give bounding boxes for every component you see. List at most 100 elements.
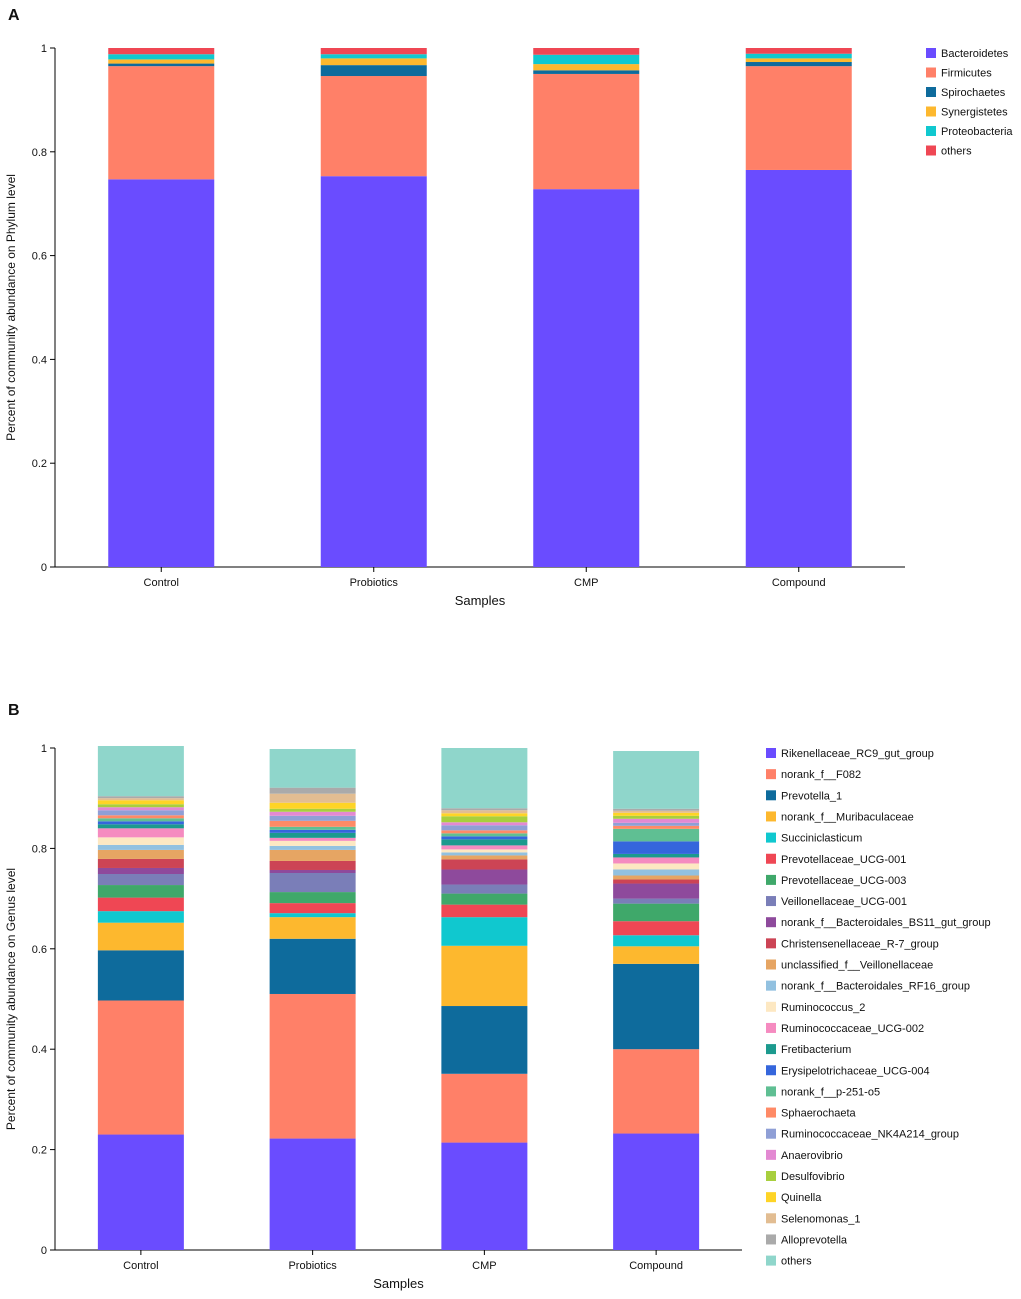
panel-a-bar-control-others [108,48,215,55]
panel-a-bar-compound-others [745,48,852,54]
panel-b-bar-compound-anaerovibrio [613,818,700,823]
panel-b-bar-cmp-veillonellaceae-ucg-001 [441,884,528,894]
panel-b-legend-label-anaerovibrio: Anaerovibrio [781,1150,843,1162]
panel-a-bar-control-firmicutes [108,66,215,180]
panel-b-legend-swatch-selenomonas-1 [766,1213,776,1224]
panel-b-legend-label-ruminococcaceae-nk4a214-group: Ruminococcaceae_NK4A214_group [781,1129,959,1141]
panel-b-bar-cmp-ruminococcaceae-nk4a214-group [441,825,528,831]
panel-b-bar-control-prevotellaceae-ucg-003 [97,885,184,898]
panel-b-bar-cmp-anaerovibrio [441,822,528,826]
panel-b-legend-label-norank-f-bacteroidales-bs11-gut-group: norank_f__Bacteroidales_BS11_gut_group [781,917,991,929]
panel-b-bar-control-anaerovibrio [97,807,184,811]
panel-b-bar-cmp-sphaerochaeta [441,830,528,834]
panel-a-y-tick-label: 0.2 [32,458,47,470]
panel-a-legend-label-others: others [941,146,972,158]
panel-a-legend-swatch-proteobacteria [926,126,936,136]
panel-a-bar-compound-proteobacteria [745,53,852,59]
panel-b-x-tick-label: CMP [472,1260,496,1272]
panel-b-y-tick-label: 0.8 [32,843,47,855]
panel-b-bar-cmp-succiniclasticum [441,917,528,946]
panel-b-bar-compound-quinella [613,812,700,816]
panel-b-legend-swatch-prevotella-1 [766,790,776,801]
panel-b-bar-cmp-norank-f-f082 [441,1073,528,1143]
panel-a-bar-probiotics-firmicutes [320,76,427,177]
panel-b-bar-compound-norank-f-f082 [613,1049,700,1134]
panel-b-bar-control-veillonellaceae-ucg-001 [97,874,184,886]
panel-b-bar-probiotics-alloprevotella [269,787,356,794]
panel-a-x-tick-label: Probiotics [350,577,399,589]
panel-b-bar-probiotics-fretibacterium [269,832,356,838]
panel-b-bar-probiotics-rikenellaceae-rc9-gut-group [269,1138,356,1250]
panel-b-bar-cmp-alloprevotella [441,808,528,811]
panel-b-legend-label-norank-f-bacteroidales-rf16-group: norank_f__Bacteroidales_RF16_group [781,981,970,993]
panel-b-bar-compound-norank-f-muribaculaceae [613,946,700,964]
panel-b-bar-probiotics-ruminococcaceae-ucg-002 [269,837,356,841]
panel-b-legend-swatch-norank-f-muribaculaceae [766,811,776,822]
panel-b-bar-cmp-erysipelotrichaceae-ucg-004 [441,836,528,840]
panel-b-bar-cmp-ruminococcus-2 [441,849,528,853]
panel-b-legend-label-christensenellaceae-r-7-group: Christensenellaceae_R-7_group [781,938,939,950]
panel-b-bar-control-selenomonas-1 [97,798,184,801]
panel-a-bar-cmp-synergistetes [533,64,640,71]
panel-b-bar-cmp-unclassified-f-veillonellaceae [441,855,528,860]
panel-b-bar-cmp-fretibacterium [441,839,528,846]
panel-b-bar-control-norank-f-muribaculaceae [97,922,184,951]
panel-b-bar-compound-veillonellaceae-ucg-001 [613,898,700,904]
panel-a-legend-swatch-synergistetes [926,106,936,117]
panel-b-bar-control-rikenellaceae-rc9-gut-group [97,1134,184,1250]
panel-b-legend-label-rikenellaceae-rc9-gut-group: Rikenellaceae_RC9_gut_group [781,748,934,760]
panel-b-legend-label-ruminococcus-2: Ruminococcus_2 [781,1002,865,1014]
panel-a-bar-cmp-spirochaetes [533,70,640,74]
panel-b-bar-compound-ruminococcaceae-ucg-002 [613,857,700,864]
panel-a-x-tick-label: Compound [772,577,826,589]
panel-b-bar-compound-succiniclasticum [613,935,700,947]
panel-b-bar-probiotics-norank-f-muribaculaceae [269,917,356,939]
panel-b-legend-label-norank-f-f082: norank_f__F082 [781,769,861,781]
genus-chart: 0 0.2 0.4 0.6 0.8 1 Control Probiotics CMP Compou… [4,743,991,1291]
panel-b-legend-swatch-sphaerochaeta [766,1107,776,1118]
panel-b-x-tick-label: Probiotics [288,1260,337,1272]
panel-b-bar-compound-norank-f-bacteroidales-bs11-gut-group [613,883,700,899]
panel-b-bar-control-norank-f-bacteroidales-bs11-gut-group [97,867,184,875]
panel-b-legend-swatch-prevotellaceae-ucg-003 [766,874,776,885]
panel-b-label: B [8,702,20,719]
panel-a-x-tick-label: Control [144,577,179,589]
panel-b-bar-cmp-prevotellaceae-ucg-001 [441,904,528,918]
panel-a-legend-label-proteobacteria: Proteobacteria [941,126,1013,138]
panel-a-bar-control-proteobacteria [108,54,215,60]
panel-b-y-tick-label: 1 [41,743,47,755]
panel-b-bar-compound-others [613,751,700,809]
panel-b-bar-probiotics-erysipelotrichaceae-ucg-004 [269,829,356,833]
panel-a-y-tick-label: 0.4 [32,354,47,366]
panel-b-bar-compound-christensenellaceae-r-7-group [613,879,700,884]
panel-b-bar-compound-desulfovibrio [613,815,700,819]
panel-b-bar-compound-alloprevotella [613,808,700,811]
panel-a-bar-probiotics-proteobacteria [320,54,427,59]
panel-b-legend-swatch-alloprevotella [766,1234,776,1245]
panel-b-x-tick-label: Control [123,1260,158,1272]
panel-b-legend-swatch-veillonellaceae-ucg-001 [766,896,776,907]
panel-b-bar-control-norank-f-p-251-o5 [97,818,184,822]
panel-b-legend-swatch-unclassified-f-veillonellaceae [766,959,776,970]
panel-b-legend-label-erysipelotrichaceae-ucg-004: Erysipelotrichaceae_UCG-004 [781,1065,930,1077]
panel-a-y-axis-title: Percent of community abundance on Phylum… [4,174,18,441]
panel-b-bar-compound-rikenellaceae-rc9-gut-group [613,1133,700,1250]
panel-a-bar-probiotics-spirochaetes [320,65,427,77]
panel-b-legend-label-prevotella-1: Prevotella_1 [781,790,842,802]
panel-b-bar-control-norank-f-bacteroidales-rf16-group [97,844,184,850]
panel-b-bar-probiotics-quinella [269,802,356,809]
panel-b-bar-compound-prevotellaceae-ucg-003 [613,903,700,922]
panel-b-legend-label-ruminococcaceae-ucg-002: Ruminococcaceae_UCG-002 [781,1023,924,1035]
panel-b-y-tick-label: 0.6 [32,944,47,956]
panel-b-bar-probiotics-unclassified-f-veillonellaceae [269,849,356,861]
panel-b-legend-swatch-desulfovibrio [766,1171,776,1181]
panel-b-bar-probiotics-desulfovibrio [269,808,356,812]
panel-a-x-axis-title: Samples [455,593,506,608]
panel-b-legend-label-prevotellaceae-ucg-003: Prevotellaceae_UCG-003 [781,875,906,887]
panel-b-legend-swatch-norank-f-bacteroidales-bs11-gut-group [766,917,776,928]
panel-b-bar-probiotics-norank-f-bacteroidales-rf16-group [269,845,356,850]
panel-a-bar-control-synergistetes [108,59,215,64]
panel-b-bar-probiotics-norank-f-f082 [269,993,356,1139]
panel-b-legend-label-norank-f-p-251-o5: norank_f__p-251-o5 [781,1086,880,1098]
panel-a-legend-label-firmicutes: Firmicutes [941,68,992,80]
